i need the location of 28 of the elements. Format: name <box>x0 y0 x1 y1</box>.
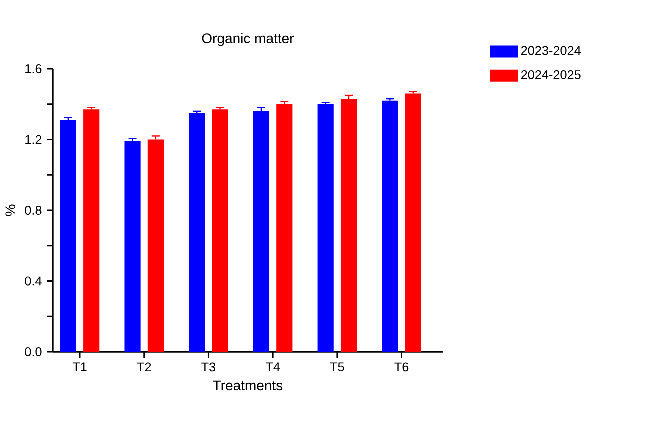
bar <box>148 140 164 352</box>
bar <box>340 99 358 352</box>
bar <box>253 111 270 352</box>
x-tick-label: T2 <box>137 362 152 372</box>
bar <box>405 94 422 352</box>
bar <box>318 104 334 352</box>
x-tick-label: T3 <box>202 362 216 372</box>
legend-label: 2024-2025 <box>521 70 581 80</box>
x-tick-label: T6 <box>394 362 409 372</box>
x-tick-label: T1 <box>72 362 87 372</box>
bar <box>382 100 398 352</box>
x-tick-label: T5 <box>330 362 344 372</box>
bar <box>84 110 100 352</box>
bar <box>189 113 206 352</box>
y-tick-label: 0.0 <box>25 348 42 356</box>
legend-label: 2023-2024 <box>521 46 581 56</box>
bar <box>124 142 141 352</box>
y-axis-title: % <box>6 204 16 216</box>
x-axis-title: Treatments <box>213 380 283 391</box>
y-tick-label: 0.8 <box>25 206 42 215</box>
bar <box>212 110 228 352</box>
bar <box>60 120 76 352</box>
y-tick-label: 1.6 <box>26 64 42 74</box>
x-tick-label: T4 <box>266 362 280 372</box>
y-tick-label: 1.2 <box>26 135 42 144</box>
chart-title: Organic matter <box>202 33 294 46</box>
y-tick-label: 0.4 <box>25 276 42 286</box>
bar <box>276 104 293 352</box>
